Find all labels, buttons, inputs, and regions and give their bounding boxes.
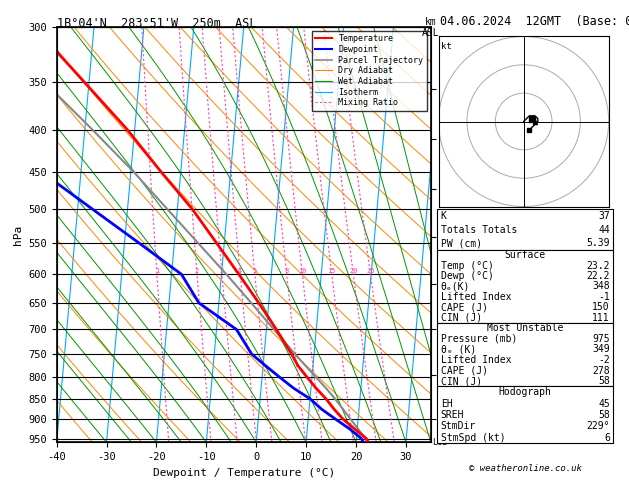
Text: Lifted Index: Lifted Index [441, 292, 511, 302]
Text: 278: 278 [592, 365, 610, 376]
Text: StmDir: StmDir [441, 421, 476, 431]
Text: PW (cm): PW (cm) [441, 238, 482, 248]
Text: 6: 6 [604, 433, 610, 443]
Text: LCL: LCL [432, 438, 447, 447]
Text: km
ASL: km ASL [422, 17, 440, 38]
Text: 349: 349 [592, 345, 610, 354]
Text: 44: 44 [598, 225, 610, 235]
Text: 111: 111 [592, 312, 610, 323]
Text: Surface: Surface [504, 250, 546, 260]
Text: 1B°04'N  283°51'W  250m  ASL: 1B°04'N 283°51'W 250m ASL [57, 17, 256, 30]
Text: Pressure (mb): Pressure (mb) [441, 334, 517, 344]
Text: StmSpd (kt): StmSpd (kt) [441, 433, 505, 443]
Text: 10: 10 [298, 268, 306, 275]
Text: 5: 5 [253, 268, 257, 275]
Text: 150: 150 [592, 302, 610, 312]
Y-axis label: hPa: hPa [13, 225, 23, 244]
Text: CIN (J): CIN (J) [441, 376, 482, 386]
Text: 4: 4 [238, 268, 242, 275]
Text: 3: 3 [220, 268, 224, 275]
Text: 37: 37 [598, 211, 610, 221]
Text: © weatheronline.co.uk: © weatheronline.co.uk [469, 464, 582, 472]
Text: 2: 2 [195, 268, 199, 275]
Text: 20: 20 [349, 268, 358, 275]
Text: CAPE (J): CAPE (J) [441, 302, 487, 312]
Text: Totals Totals: Totals Totals [441, 225, 517, 235]
Text: K: K [441, 211, 447, 221]
Text: 1: 1 [155, 268, 159, 275]
Bar [437, 209, 613, 250]
Text: 45: 45 [598, 399, 610, 409]
Text: 25: 25 [366, 268, 375, 275]
Text: 5.39: 5.39 [586, 238, 610, 248]
Bar [437, 386, 613, 443]
Text: 229°: 229° [586, 421, 610, 431]
Text: Most Unstable: Most Unstable [487, 323, 564, 333]
Text: 23.2: 23.2 [586, 260, 610, 271]
Text: EH: EH [441, 399, 452, 409]
Text: 22.2: 22.2 [586, 271, 610, 281]
Text: Hodograph: Hodograph [499, 387, 552, 397]
Text: 58: 58 [598, 376, 610, 386]
Bar [437, 250, 613, 323]
Text: 15: 15 [328, 268, 336, 275]
Text: SREH: SREH [441, 410, 464, 420]
X-axis label: Dewpoint / Temperature (°C): Dewpoint / Temperature (°C) [153, 468, 335, 478]
Text: 8: 8 [284, 268, 289, 275]
Text: CAPE (J): CAPE (J) [441, 365, 487, 376]
Text: Lifted Index: Lifted Index [441, 355, 511, 365]
Text: 975: 975 [592, 334, 610, 344]
Bar [437, 323, 613, 386]
Text: 58: 58 [598, 410, 610, 420]
Text: -2: -2 [598, 355, 610, 365]
Text: -1: -1 [598, 292, 610, 302]
Text: 348: 348 [592, 281, 610, 292]
Text: θₑ (K): θₑ (K) [441, 345, 476, 354]
Text: 04.06.2024  12GMT  (Base: 06): 04.06.2024 12GMT (Base: 06) [440, 15, 629, 28]
Legend: Temperature, Dewpoint, Parcel Trajectory, Dry Adiabat, Wet Adiabat, Isotherm, Mi: Temperature, Dewpoint, Parcel Trajectory… [312, 31, 426, 110]
Text: Dewp (°C): Dewp (°C) [441, 271, 494, 281]
Text: kt: kt [442, 42, 452, 51]
Text: θₑ(K): θₑ(K) [441, 281, 470, 292]
Text: Temp (°C): Temp (°C) [441, 260, 494, 271]
Text: CIN (J): CIN (J) [441, 312, 482, 323]
